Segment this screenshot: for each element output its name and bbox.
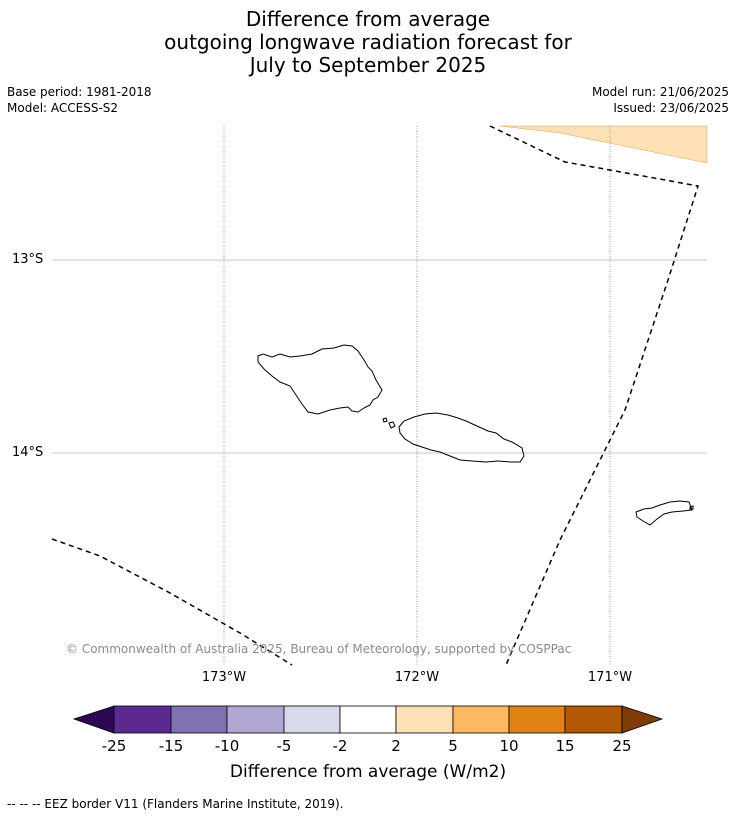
issued-date: Issued: 23/06/2025 [613, 101, 729, 115]
title-line-3: July to September 2025 [249, 53, 487, 77]
colorbar-max-extension [621, 705, 664, 734]
lat-label-14s: 14°S [12, 445, 44, 460]
base-period: Base period: 1981-2018 [7, 85, 152, 99]
colorbar-bin-7 [452, 705, 510, 734]
colorbar-tick: 5 [448, 737, 458, 755]
upolu-island [398, 412, 525, 463]
lon-label-172w: 172°W [394, 670, 440, 685]
colorbar-label: Difference from average (W/m2) [229, 762, 507, 782]
savaii-island [257, 344, 383, 415]
lon-label-173w: 173°W [201, 670, 247, 685]
lon-label-171w: 171°W [587, 670, 633, 685]
colorbar-bin-4 [283, 705, 341, 734]
colorbar-tick: 10 [499, 737, 519, 755]
colorbar-min-extension [72, 705, 115, 734]
colorbar-tick: -5 [276, 737, 292, 755]
colorbar [72, 705, 664, 734]
colorbar-tick: 25 [612, 737, 632, 755]
aunuu-islet [689, 505, 694, 510]
colorbar-tick: 15 [555, 737, 575, 755]
colorbar-bin-1 [113, 705, 172, 734]
gridlines [52, 259, 707, 454]
colorbar-tick: -15 [158, 737, 184, 755]
apolima-islet [382, 417, 388, 423]
tutuila-island [635, 500, 693, 526]
anomaly-region [499, 125, 708, 164]
colorbar-tick: -2 [332, 737, 348, 755]
colorbar-tick: -10 [214, 737, 240, 755]
colorbar-bin-3 [226, 705, 285, 734]
colorbar-bin-8 [508, 705, 566, 734]
title-line-1: Difference from average [245, 7, 491, 31]
colorbar-bin-6 [395, 705, 454, 734]
eez-border [51, 125, 699, 666]
model-name: Model: ACCESS-S2 [7, 101, 119, 115]
model-run: Model run: 21/06/2025 [591, 85, 729, 99]
eez-border-east [489, 125, 699, 666]
title-line-2: outgoing longwave radiation forecast for [164, 30, 572, 54]
chart-title: Difference from average outgoing longwav… [0, 8, 736, 77]
colorbar-bin-5 [339, 705, 397, 734]
lat-label-13s: 13°S [12, 252, 44, 267]
eez-footnote: -- -- -- EEZ border V11 (Flanders Marine… [7, 797, 344, 811]
colorbar-tick: 2 [391, 737, 401, 755]
metadata-right: Model run: 21/06/2025 Issued: 23/06/2025 [592, 84, 729, 116]
eez-border-southwest [51, 538, 293, 666]
colorbar-bin-2 [170, 705, 228, 734]
copyright-notice: © Commonwealth of Australia 2025, Bureau… [66, 642, 572, 656]
colorbar-tick: -25 [101, 737, 127, 755]
meridians [223, 126, 611, 665]
manono-islet [388, 421, 396, 429]
colorbar-bin-9 [564, 705, 623, 734]
metadata-left: Base period: 1981-2018 Model: ACCESS-S2 [7, 84, 152, 116]
